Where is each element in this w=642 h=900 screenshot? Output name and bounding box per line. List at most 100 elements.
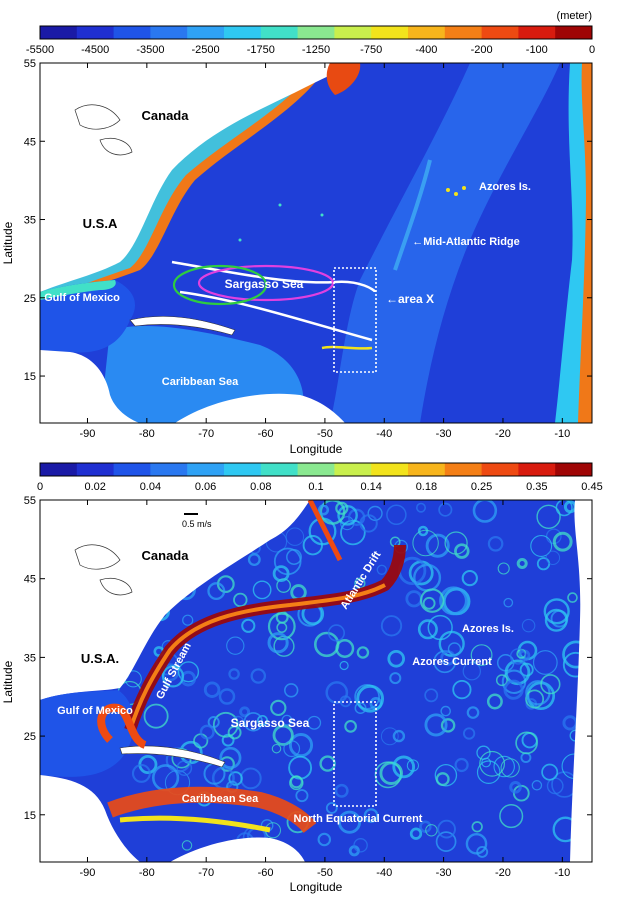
top-colorbar-swatches — [40, 26, 593, 39]
bottom-colorbar-swatch — [444, 463, 483, 476]
bottom-colorbar-tick-label: 0.14 — [360, 481, 381, 493]
bottom-colorbar-swatch — [555, 463, 593, 476]
top-ylabel: Latitude — [1, 221, 15, 264]
top-track-1 — [171, 260, 377, 293]
top-track-3 — [321, 345, 373, 350]
bottom-colorbar-tick-label: 0.1 — [308, 481, 323, 493]
top-xtick-label: -30 — [436, 428, 452, 440]
top-ytick-label: 35 — [24, 215, 36, 227]
top-label-sargasso: Sargasso Sea — [225, 277, 304, 291]
bottom-colorbar-swatch — [40, 463, 78, 476]
top-colorbar-swatch — [408, 26, 446, 39]
bottom-colorbar-swatches — [40, 463, 593, 476]
bottom-colorbar-tick-label: 0.25 — [471, 481, 492, 493]
bottom-xtick-label: -40 — [376, 867, 392, 879]
top-colorbar: -5500 -4500 -3500 -2500 -1750 -1250 -750 -400 -2… — [26, 10, 595, 56]
top-label-gulf: Gulf of Mexico — [44, 292, 120, 304]
top-label-canada: Canada — [142, 108, 190, 123]
bottom-label-usa: U.S.A. — [81, 651, 119, 666]
bottom-map-frame — [39, 499, 593, 863]
bottom-ytick-label: 45 — [24, 574, 36, 586]
top-xtick-label: -10 — [554, 428, 570, 440]
top-map — [40, 63, 592, 423]
top-colorbar-swatch — [444, 26, 483, 39]
top-map-frame — [39, 62, 593, 424]
bottom-label-sargasso: Sargasso Sea — [231, 716, 310, 730]
bottom-caribbean-current — [107, 786, 317, 834]
bottom-land-north-america — [40, 500, 310, 700]
top-colorbar-ticks: -5500 -4500 -3500 -2500 -1750 -1250 -750 -400 -2… — [26, 44, 595, 56]
top-colorbar-tick-label: -400 — [415, 44, 437, 56]
top-ytick-label: 45 — [24, 136, 36, 148]
top-colorbar-swatch — [371, 26, 409, 39]
top-colorbar-tick-label: -5500 — [26, 44, 54, 56]
bottom-colorbar-swatch — [224, 463, 262, 476]
top-colorbar-swatch — [334, 26, 372, 39]
bottom-colorbar: 0 0.02 0.04 0.06 0.08 0.1 0.14 0.18 0.25 0.35 0.45 — [37, 462, 603, 493]
top-colorbar-tick-label: -100 — [526, 44, 548, 56]
bottom-map — [40, 500, 592, 862]
top-label-azores: Azores Is. — [479, 181, 531, 193]
bottom-colorbar-tick-label: 0.35 — [526, 481, 547, 493]
bottom-xtick-label: -80 — [139, 867, 155, 879]
bottom-colorbar-swatch — [334, 463, 372, 476]
bottom-xtick-label: -70 — [198, 867, 214, 879]
top-xtick-label: -40 — [376, 428, 392, 440]
top-track-2 — [179, 290, 373, 342]
top-xlabel: Longitude — [290, 442, 343, 456]
bottom-colorbar-swatch — [260, 463, 299, 476]
top-label-ridge: ←Mid-Atlantic Ridge — [412, 236, 520, 248]
bottom-ytick-label: 55 — [24, 495, 36, 507]
top-ytick-label: 25 — [24, 293, 36, 305]
top-colorbar-swatch — [297, 26, 335, 39]
top-xtick-label: -60 — [258, 428, 274, 440]
top-ridge-band — [330, 63, 560, 423]
top-colorbar-swatch — [481, 26, 519, 39]
bottom-colorbar-tick-label: 0.02 — [84, 481, 105, 493]
top-yticks: 55 45 35 25 15 — [24, 58, 592, 383]
top-label-areax: ←area X — [386, 292, 434, 306]
top-xtick-label: -90 — [80, 428, 96, 440]
top-colorbar-swatch — [224, 26, 262, 39]
bottom-xtick-label: -50 — [317, 867, 333, 879]
bottom-ylabel: Latitude — [1, 660, 15, 703]
bottom-label-gulf: Gulf of Mexico — [57, 705, 133, 717]
bottom-label-azores-current: Azores Current — [412, 656, 492, 668]
bottom-colorbar-swatch — [481, 463, 519, 476]
bottom-colorbar-tick-label: 0.45 — [581, 481, 602, 493]
top-colorbar-tick-label: -2500 — [192, 44, 220, 56]
bottom-yticks: 55 45 35 25 15 — [24, 495, 592, 822]
bottom-ytick-label: 15 — [24, 810, 36, 822]
top-colorbar-unit: (meter) — [557, 10, 592, 22]
top-colorbar-swatch — [113, 26, 151, 39]
top-colorbar-swatch — [40, 26, 78, 39]
bottom-colorbar-tick-label: 0.06 — [195, 481, 216, 493]
top-xtick-label: -70 — [198, 428, 214, 440]
bottom-xtick-label: -90 — [80, 867, 96, 879]
top-colorbar-tick-label: -200 — [471, 44, 493, 56]
top-ellipse-magenta — [197, 264, 335, 302]
top-xtick-label: -80 — [139, 428, 155, 440]
top-gulf-of-mexico — [40, 280, 135, 353]
bottom-ytick-label: 25 — [24, 731, 36, 743]
bottom-colorbar-swatch — [76, 463, 115, 476]
top-colorbar-tick-label: -1750 — [247, 44, 275, 56]
bottom-colorbar-swatch — [518, 463, 556, 476]
top-colorbar-swatch — [260, 26, 299, 39]
bottom-colorbar-swatch — [113, 463, 151, 476]
top-ellipse-green — [172, 264, 268, 306]
top-colorbar-swatch — [518, 26, 556, 39]
top-colorbar-tick-label: 0 — [589, 44, 595, 56]
bottom-xtick-label: -60 — [258, 867, 274, 879]
bottom-label-nec: North Equatorial Current — [294, 813, 423, 825]
top-xtick-label: -50 — [317, 428, 333, 440]
bottom-label-azores: Azores Is. — [462, 623, 514, 635]
top-colorbar-tick-label: -750 — [360, 44, 382, 56]
top-ytick-label: 15 — [24, 371, 36, 383]
bottom-xlabel: Longitude — [290, 880, 343, 894]
top-colorbar-tick-label: -4500 — [81, 44, 109, 56]
bottom-colorbar-tick-label: 0.08 — [250, 481, 271, 493]
bottom-colorbar-tick-label: 0 — [37, 481, 43, 493]
bottom-xtick-label: -20 — [495, 867, 511, 879]
